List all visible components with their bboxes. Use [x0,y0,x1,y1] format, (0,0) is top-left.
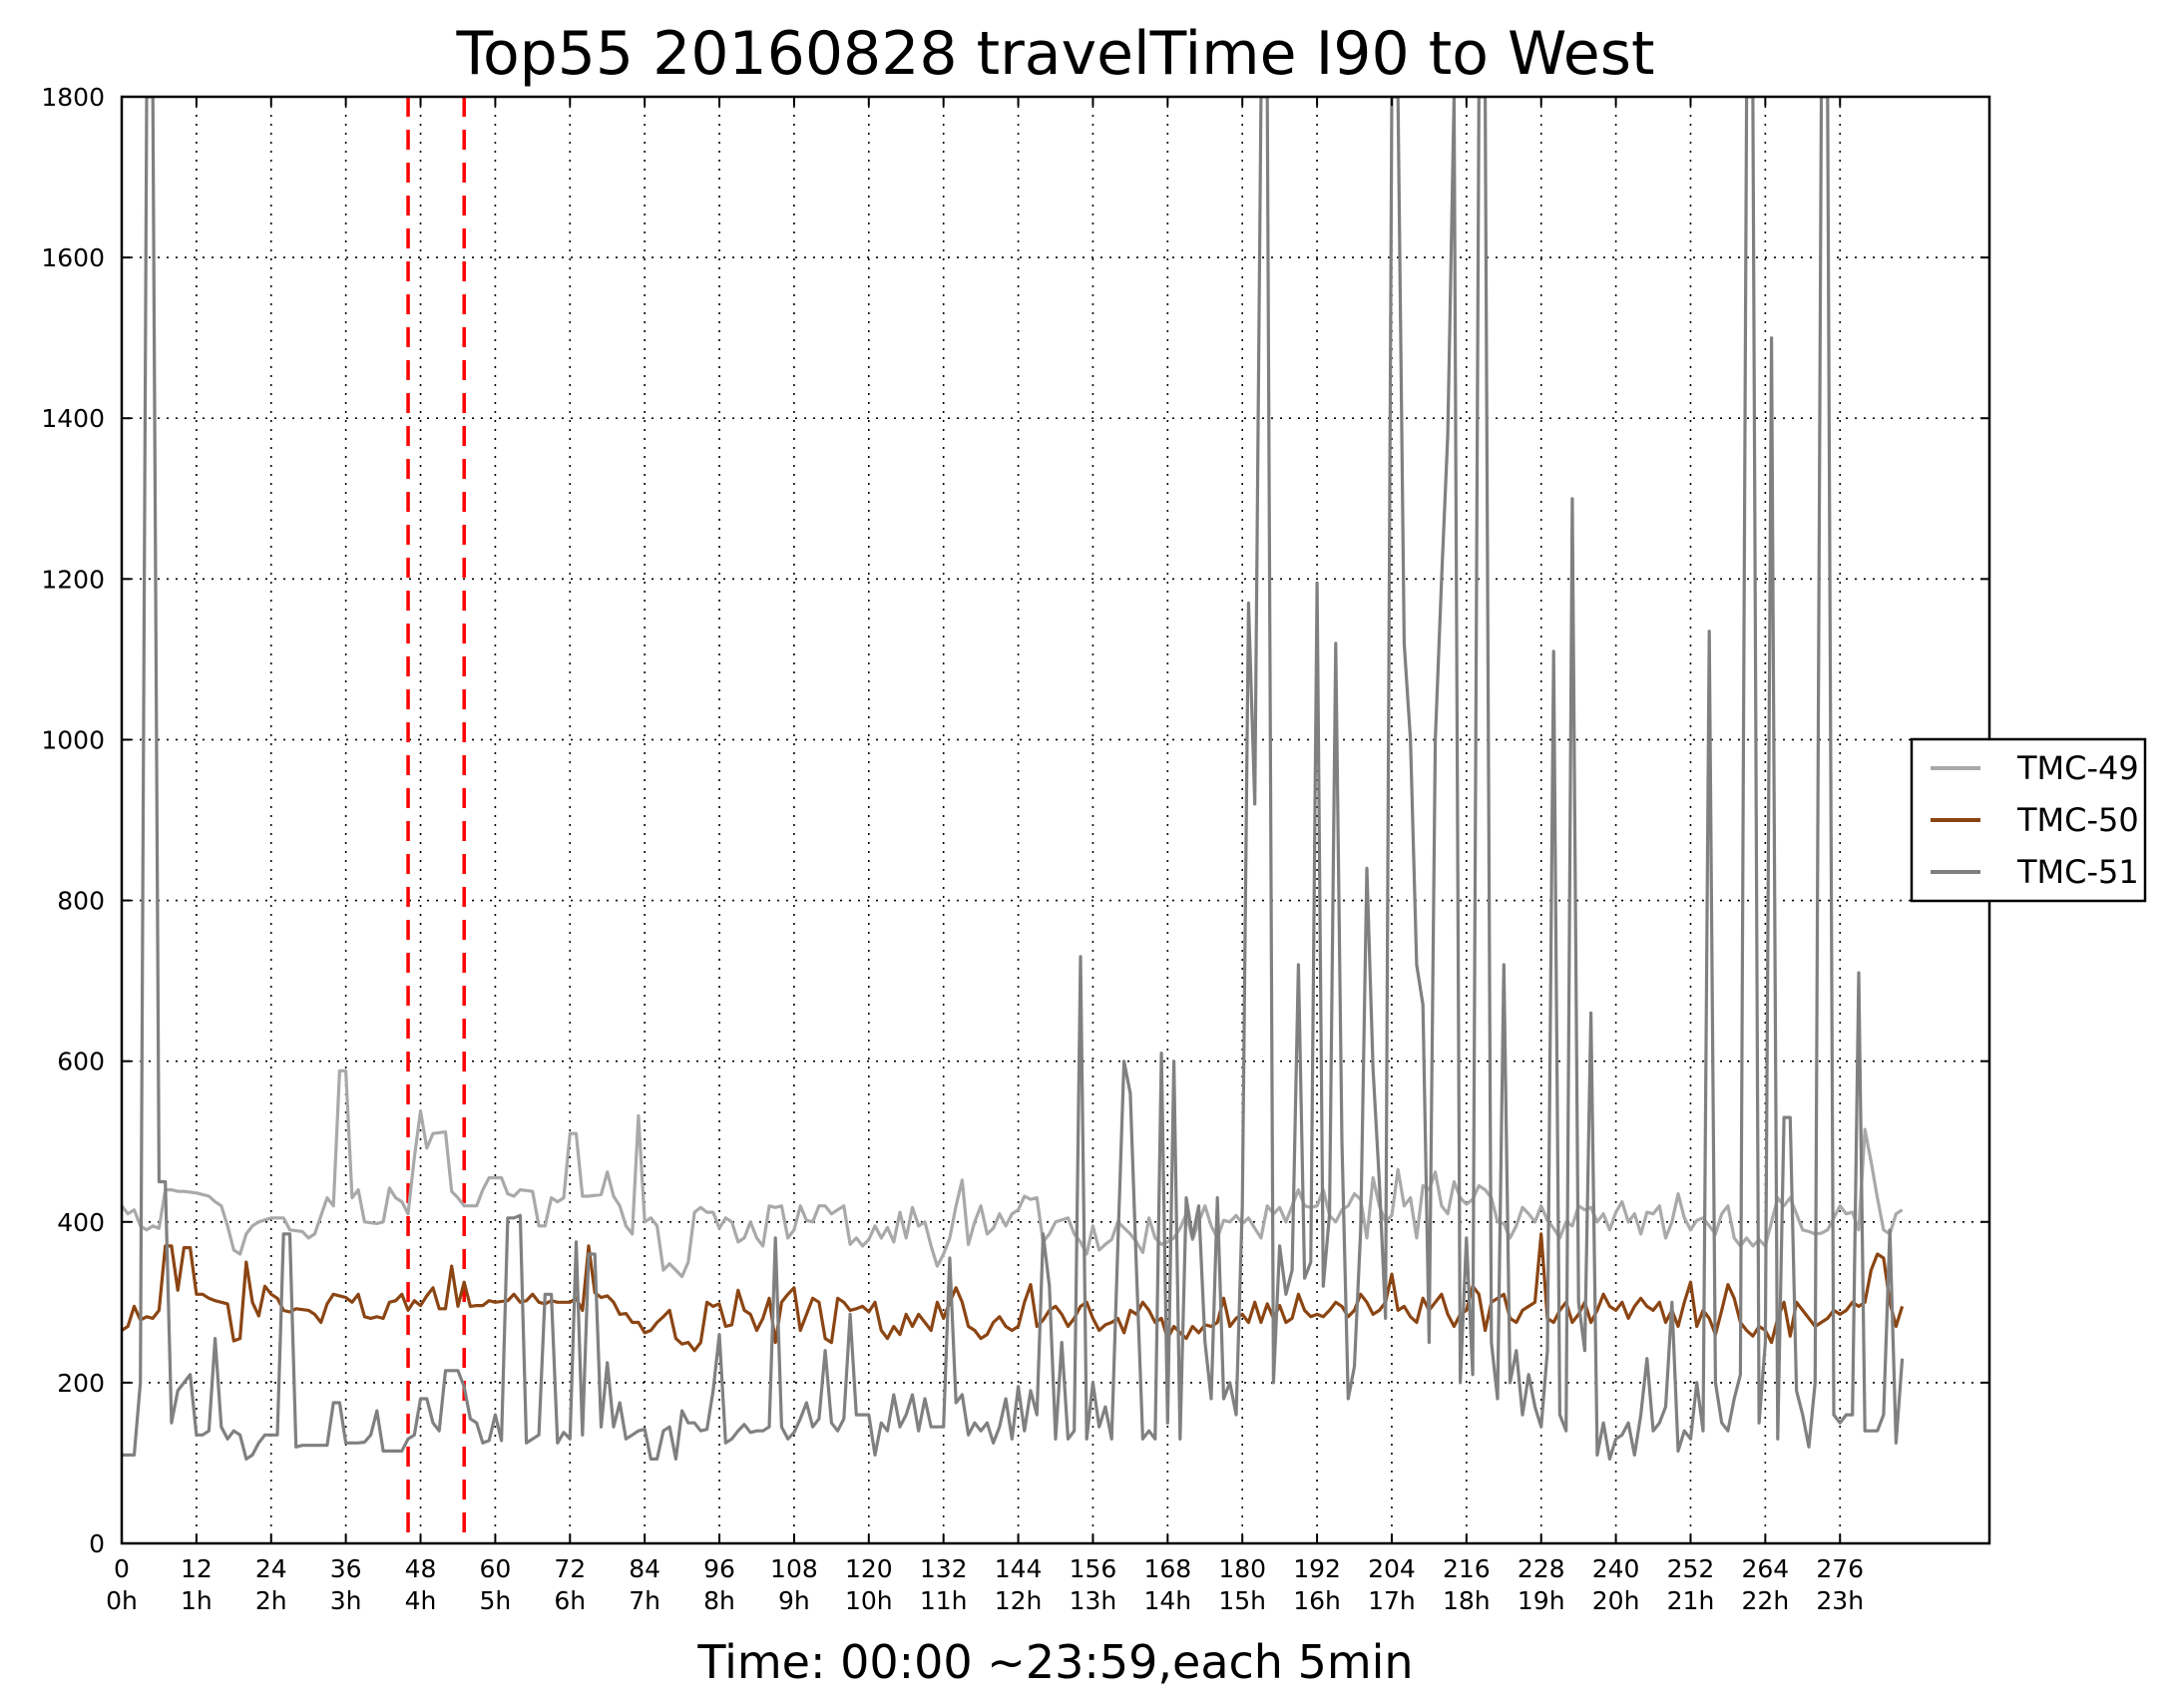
y-tick-label: 1400 [41,404,105,433]
x-tick-label: 216 [1443,1554,1491,1583]
y-tick-label: 0 [89,1529,105,1558]
x-tick-sublabel: 18h [1443,1586,1491,1615]
x-tick-sublabel: 13h [1070,1586,1117,1615]
x-tick-sublabel: 15h [1218,1586,1266,1615]
x-tick-label: 12 [181,1554,213,1583]
x-tick-sublabel: 14h [1143,1586,1191,1615]
x-tick-sublabel: 2h [255,1586,287,1615]
x-tick-sublabel: 23h [1816,1586,1864,1615]
x-tick-sublabel: 6h [554,1586,586,1615]
y-tick-label: 1200 [41,565,105,594]
x-tick-sublabel: 10h [845,1586,893,1615]
x-tick-label: 96 [703,1554,735,1583]
x-tick-label: 252 [1667,1554,1715,1583]
x-tick-sublabel: 16h [1293,1586,1341,1615]
x-tick-sublabel: 4h [405,1586,437,1615]
x-tick-sublabel: 17h [1368,1586,1416,1615]
x-tick-label: 144 [995,1554,1043,1583]
x-tick-sublabel: 12h [995,1586,1043,1615]
chart-title: Top55 20160828 travelTime I90 to West [455,19,1654,89]
x-tick-label: 156 [1070,1554,1117,1583]
x-tick-label: 72 [554,1554,586,1583]
x-tick-sublabel: 22h [1742,1586,1790,1615]
x-tick-sublabel: 21h [1667,1586,1715,1615]
x-tick-label: 0 [114,1554,130,1583]
x-axis-label: Time: 00:00 ~23:59,each 5min [696,1635,1413,1689]
series-lines [122,97,1905,1461]
x-tick-sublabel: 8h [703,1586,735,1615]
x-tick-label: 168 [1143,1554,1191,1583]
legend-label-tmc-50: TMC-50 [2016,801,2139,839]
x-tick-label: 180 [1218,1554,1266,1583]
x-tick-sublabel: 9h [778,1586,810,1615]
x-tick-label: 192 [1293,1554,1341,1583]
series-line-tmc-51 [122,97,1905,1461]
x-tick-sublabel: 3h [330,1586,362,1615]
y-tick-label: 1000 [41,725,105,754]
x-tick-sublabel: 19h [1518,1586,1565,1615]
x-tick-sublabel: 0h [106,1586,138,1615]
legend: TMC-49 TMC-50 TMC-51 [1910,737,2147,903]
x-tick-label: 276 [1816,1554,1864,1583]
y-tick-label: 400 [57,1208,105,1237]
x-tick-label: 24 [255,1554,287,1583]
x-tick-sublabel: 7h [629,1586,660,1615]
x-tick-sublabel: 11h [920,1586,968,1615]
y-tick-label: 600 [57,1048,105,1076]
x-tick-label: 60 [479,1554,511,1583]
y-axis-ticks: 0 200 400 600 800 1000 1200 1400 1600 1800 [41,83,1989,1558]
y-tick-label: 800 [57,887,105,916]
x-tick-label: 120 [845,1554,893,1583]
x-tick-label: 84 [629,1554,660,1583]
vertical-markers [406,97,466,1543]
x-tick-label: 228 [1518,1554,1565,1583]
x-tick-label: 204 [1368,1554,1416,1583]
x-tick-label: 48 [405,1554,437,1583]
series-line-tmc-49 [122,1068,1904,1279]
x-tick-label: 108 [770,1554,818,1583]
legend-label-tmc-51: TMC-51 [2016,853,2139,891]
legend-label-tmc-49: TMC-49 [2016,749,2139,787]
x-tick-sublabel: 1h [181,1586,213,1615]
y-tick-label: 1800 [41,83,105,112]
y-tick-label: 200 [57,1369,105,1398]
x-tick-label: 264 [1742,1554,1790,1583]
x-tick-label: 132 [920,1554,968,1583]
x-axis-ticks: 0 0h 12 1h 24 2h 36 3h 48 4h 60 5h 72 6h 84 7h 96 8h 108 9h… [106,97,1864,1615]
x-tick-sublabel: 20h [1592,1586,1640,1615]
series-line-tmc-50 [122,1232,1905,1353]
y-tick-label: 1600 [41,243,105,272]
x-tick-label: 36 [330,1554,362,1583]
x-tick-sublabel: 5h [480,1586,512,1615]
x-tick-label: 240 [1592,1554,1640,1583]
